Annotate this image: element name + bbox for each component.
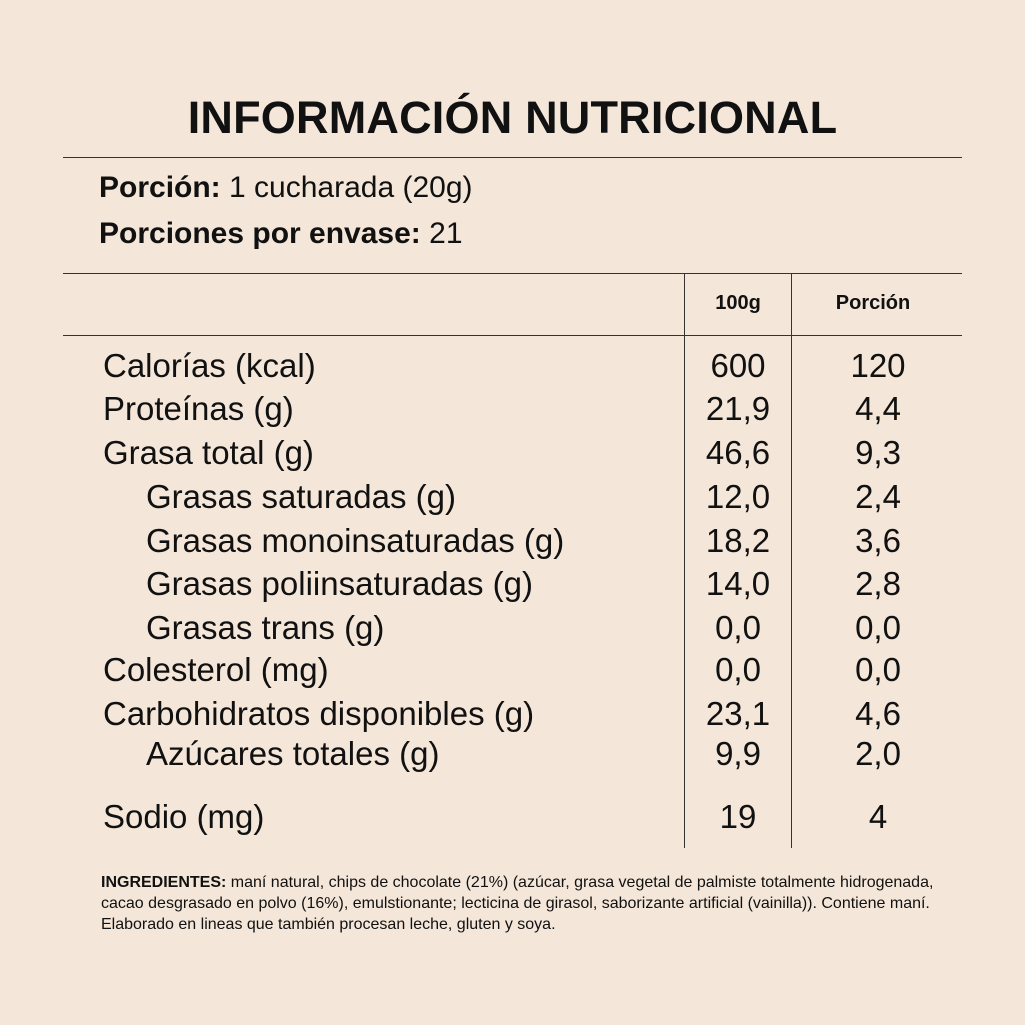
servings-per-container: Porciones por envase: 21 [99, 216, 463, 252]
panel-title: INFORMACIÓN NUTRICIONAL [187, 92, 838, 143]
table-row: Grasas poliinsaturadas (g) 14,0 2,8 [0, 562, 1025, 606]
value-100g: 21,9 [705, 390, 771, 427]
nutrient-label: Grasas trans (g) [146, 609, 385, 646]
table-row: Colesterol (mg) 0,0 0,0 [0, 648, 1025, 692]
value-100g: 46,6 [705, 434, 771, 471]
value-100g: 18,2 [705, 522, 771, 559]
nutrient-label: Grasa total (g) [103, 434, 314, 471]
value-100g: 0,0 [715, 609, 761, 646]
value-portion: 2,0 [855, 735, 901, 772]
nutrient-label: Grasas monoinsaturadas (g) [146, 522, 565, 559]
column-divider-2 [791, 274, 792, 848]
value-portion: 4 [868, 798, 888, 835]
value-portion: 120 [850, 347, 906, 384]
value-portion: 0,0 [855, 609, 901, 646]
value-portion: 0,0 [855, 651, 901, 688]
nutrient-label: Proteínas (g) [103, 390, 294, 427]
servings-per-container-value: 21 [420, 217, 463, 250]
ingredients-list: maní natural, chips de chocolate (21%) (… [101, 874, 934, 933]
serving-size-label: Porción: [99, 171, 221, 204]
table-row: Grasa total (g) 46,6 9,3 [0, 431, 1025, 475]
nutrient-label: Sodio (mg) [103, 798, 265, 835]
table-row: Azúcares totales (g) 9,9 2,0 [0, 732, 1025, 776]
value-100g: 23,1 [705, 695, 771, 732]
nutrient-label: Colesterol (mg) [103, 651, 329, 688]
column-header-100g: 100g [715, 292, 761, 314]
nutrient-label: Grasas saturadas (g) [146, 478, 456, 515]
table-row: Calorías (kcal) 600 120 [0, 344, 1025, 388]
column-divider-1 [684, 274, 685, 848]
table-row: Carbohidratos disponibles (g) 23,1 4,6 [0, 692, 1025, 736]
value-100g: 19 [719, 798, 757, 835]
nutrient-label: Calorías (kcal) [103, 347, 316, 384]
value-portion: 3,6 [855, 522, 901, 559]
table-row: Grasas saturadas (g) 12,0 2,4 [0, 475, 1025, 519]
table-row: Grasas trans (g) 0,0 0,0 [0, 606, 1025, 650]
ingredients-label: INGREDIENTES: [101, 874, 227, 891]
nutrient-label: Carbohidratos disponibles (g) [103, 695, 535, 732]
value-100g: 14,0 [705, 565, 771, 602]
nutrient-label: Grasas poliinsaturadas (g) [146, 565, 534, 602]
value-100g: 600 [710, 347, 766, 384]
ingredients-text: INGREDIENTES: maní natural, chips de cho… [101, 872, 941, 935]
value-portion: 4,6 [855, 695, 901, 732]
value-100g: 12,0 [705, 478, 771, 515]
value-100g: 9,9 [715, 735, 761, 772]
divider-table-top [63, 273, 962, 274]
nutrient-label: Azúcares totales (g) [146, 735, 440, 772]
value-100g: 0,0 [715, 651, 761, 688]
table-row: Proteínas (g) 21,9 4,4 [0, 387, 1025, 431]
value-portion: 2,4 [855, 478, 901, 515]
value-portion: 2,8 [855, 565, 901, 602]
table-row: Grasas monoinsaturadas (g) 18,2 3,6 [0, 519, 1025, 563]
value-portion: 4,4 [855, 390, 901, 427]
column-header-portion: Porción [835, 292, 911, 314]
servings-per-container-label: Porciones por envase: [99, 217, 421, 250]
serving-size: Porción: 1 cucharada (20g) [99, 170, 473, 206]
table-row: Sodio (mg) 19 4 [0, 795, 1025, 839]
value-portion: 9,3 [855, 434, 901, 471]
divider-header [63, 335, 962, 336]
serving-size-value: 1 cucharada (20g) [220, 171, 473, 204]
divider-top [63, 157, 962, 158]
